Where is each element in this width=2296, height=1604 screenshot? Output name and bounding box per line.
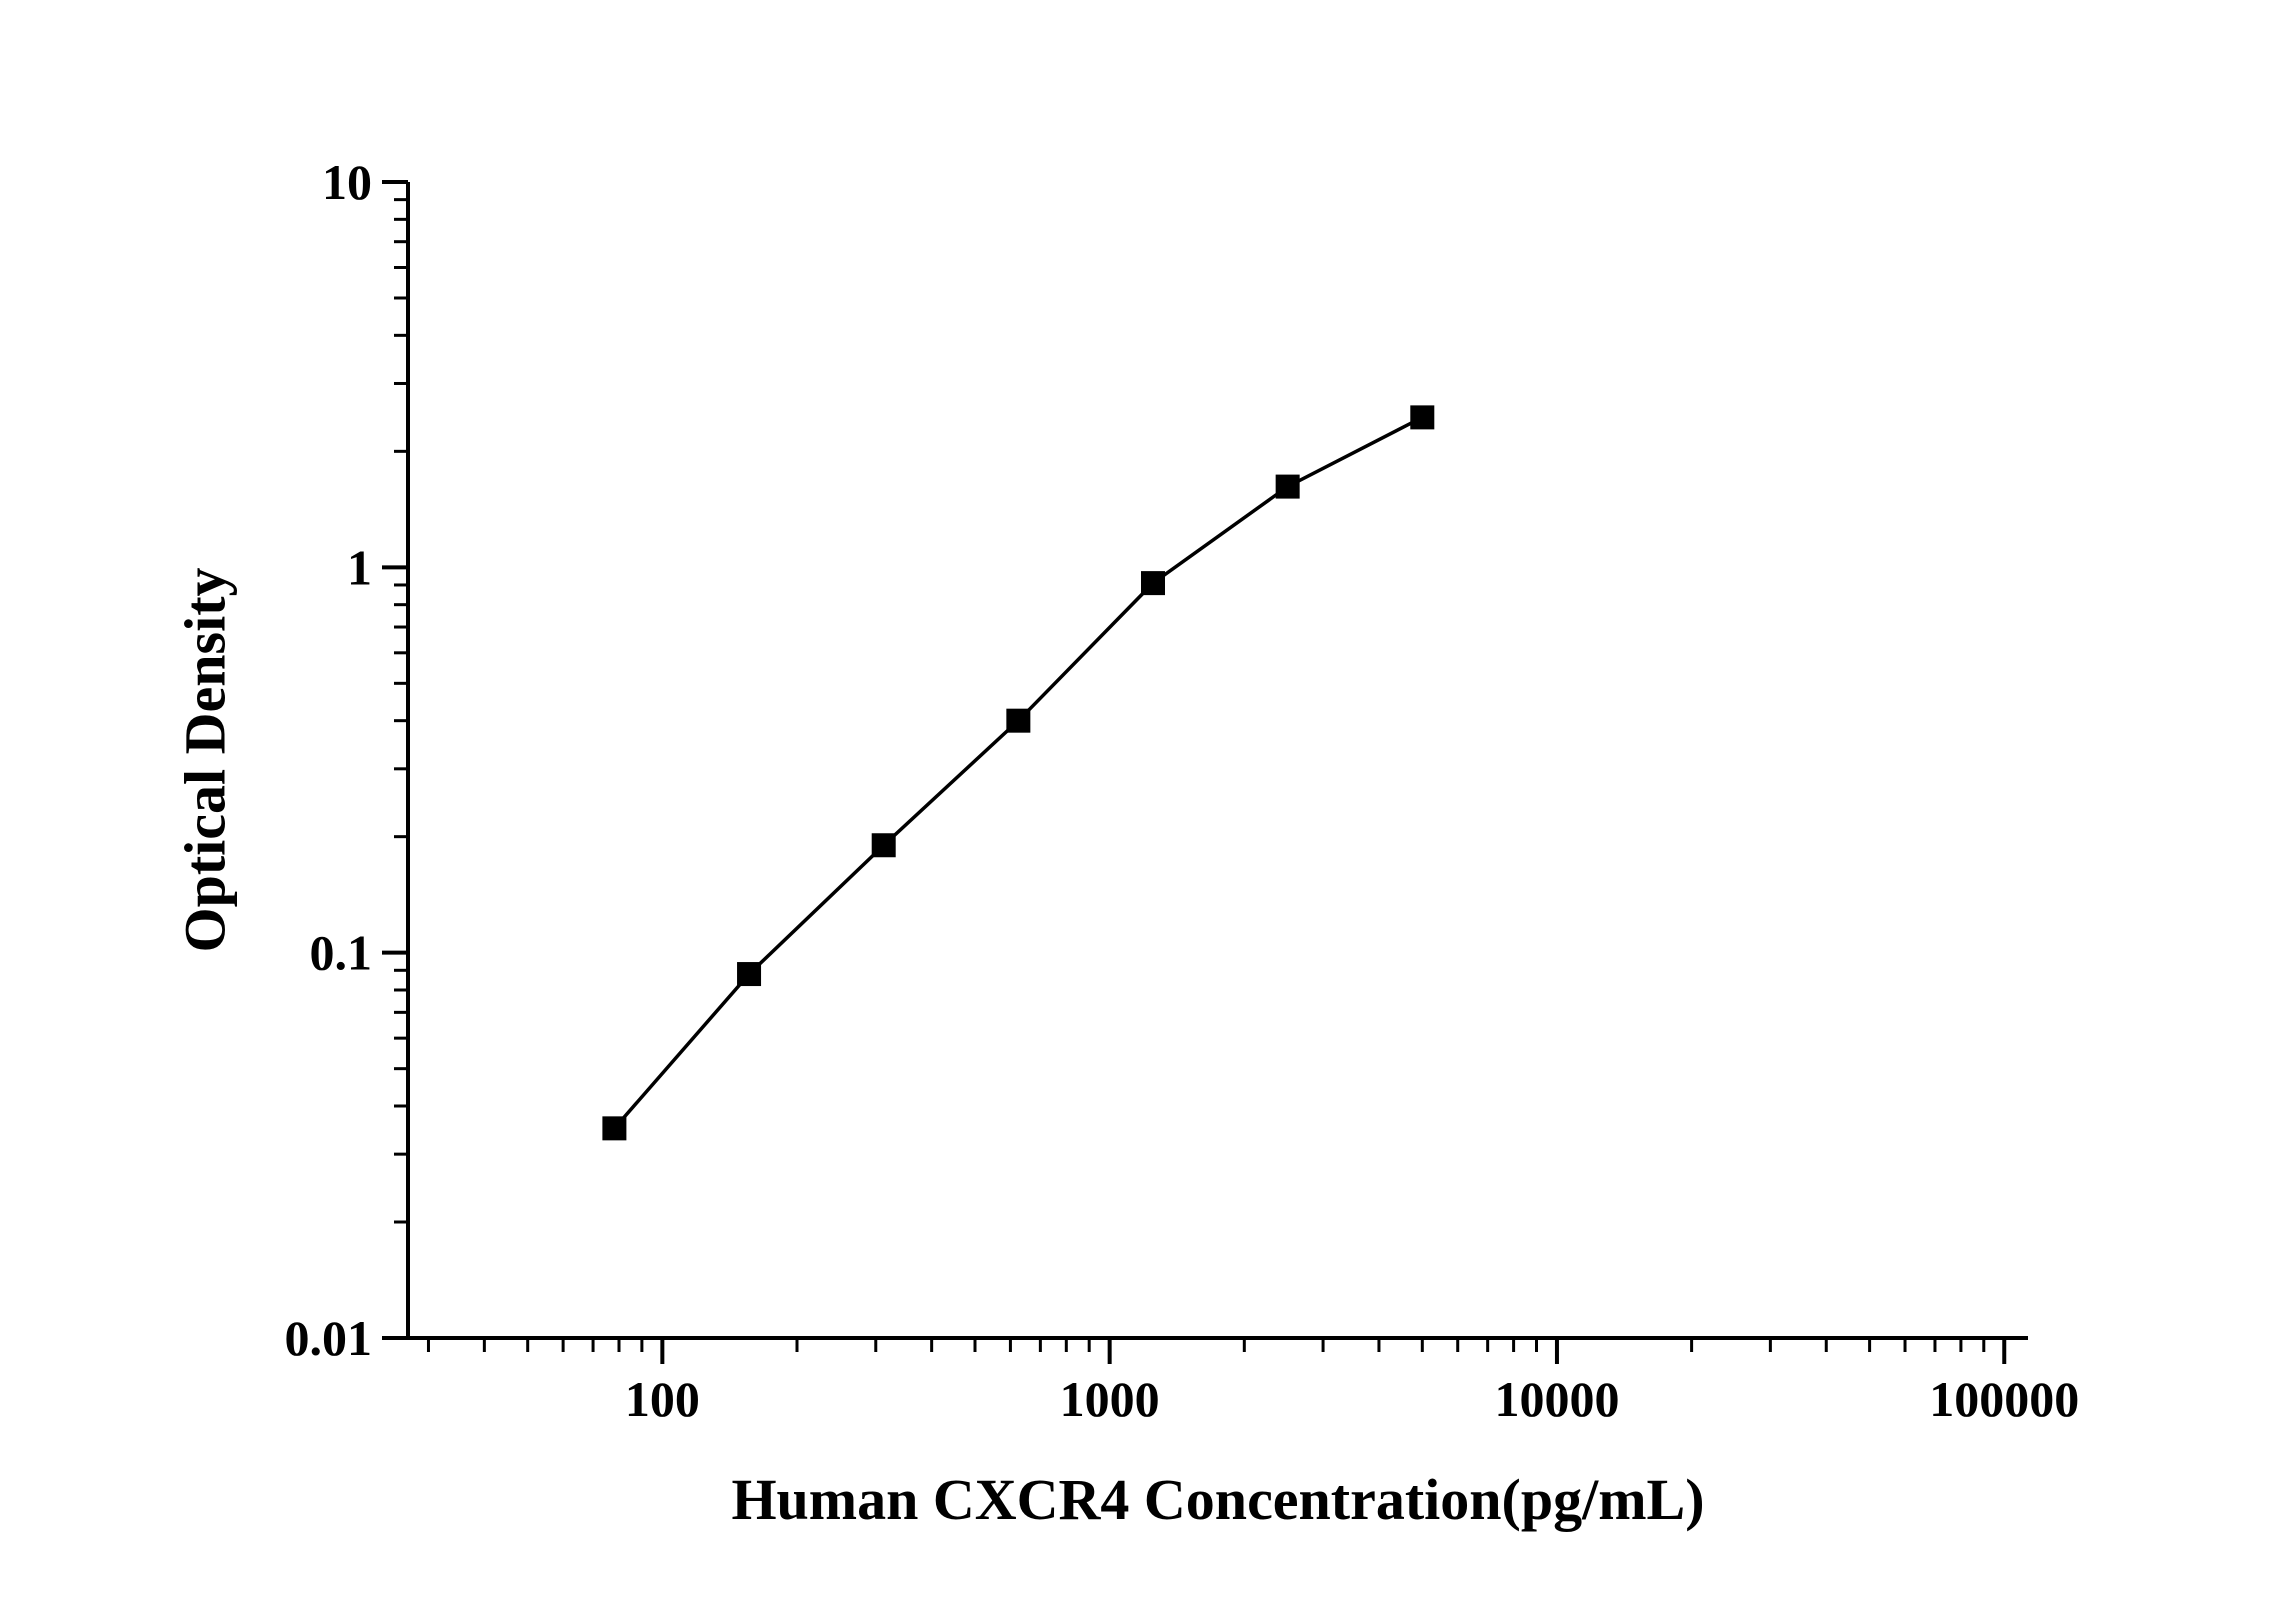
y-axis-title: Optical Density bbox=[172, 567, 238, 953]
x-tick-label: 10000 bbox=[1494, 1371, 1619, 1427]
x-tick-label: 1000 bbox=[1060, 1371, 1160, 1427]
data-point-marker bbox=[1141, 571, 1166, 596]
data-point-marker bbox=[1410, 405, 1435, 430]
y-tick-label: 0.01 bbox=[285, 1310, 373, 1366]
x-tick-label: 100 bbox=[625, 1371, 700, 1427]
x-tick-label: 100000 bbox=[1929, 1371, 2079, 1427]
data-point-marker bbox=[602, 1116, 627, 1141]
y-tick-label: 0.1 bbox=[310, 925, 373, 981]
data-point-marker bbox=[737, 962, 762, 987]
y-tick-label: 10 bbox=[322, 154, 372, 210]
data-point-marker bbox=[1006, 708, 1031, 733]
curve-line bbox=[613, 415, 1424, 1130]
y-tick-label: 1 bbox=[347, 539, 372, 595]
x-axis-title: Human CXCR4 Concentration(pg/mL) bbox=[731, 1467, 1705, 1532]
data-point-marker bbox=[1275, 474, 1300, 499]
data-point-marker bbox=[871, 833, 896, 858]
